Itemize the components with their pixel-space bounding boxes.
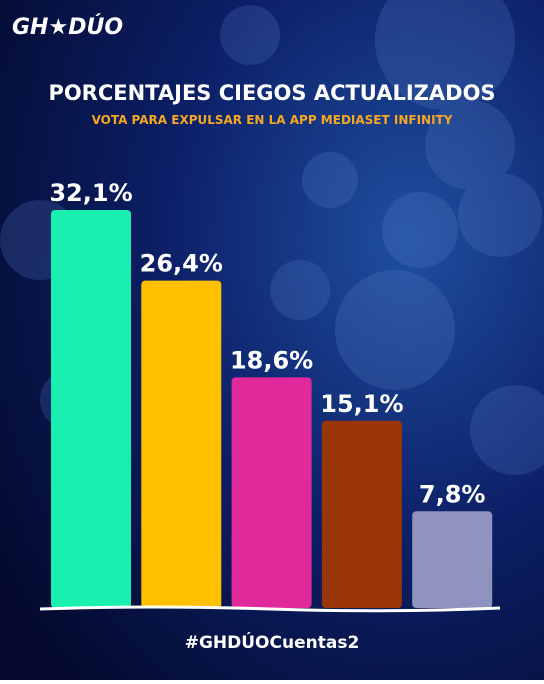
baseline (39, 605, 501, 613)
value-label: 26,4% (140, 250, 223, 278)
value-label: 32,1% (49, 179, 132, 207)
value-label: 18,6% (230, 346, 313, 374)
value-label: 7,8% (419, 480, 486, 508)
value-label: 15,1% (320, 390, 403, 418)
hashtag: #GHDÚOCuentas2 (185, 631, 360, 653)
bar (141, 280, 222, 608)
logo: GH★DÚO (12, 14, 123, 40)
bar (412, 511, 493, 608)
bokeh (0, 0, 544, 475)
chart-subtitle: VOTA PARA EXPULSAR EN LA APP MEDIASET IN… (92, 113, 453, 127)
bar (51, 209, 131, 608)
bar (321, 420, 402, 608)
bar (231, 377, 312, 608)
chart-title: PORCENTAJES CIEGOS ACTUALIZADOS (48, 81, 495, 105)
